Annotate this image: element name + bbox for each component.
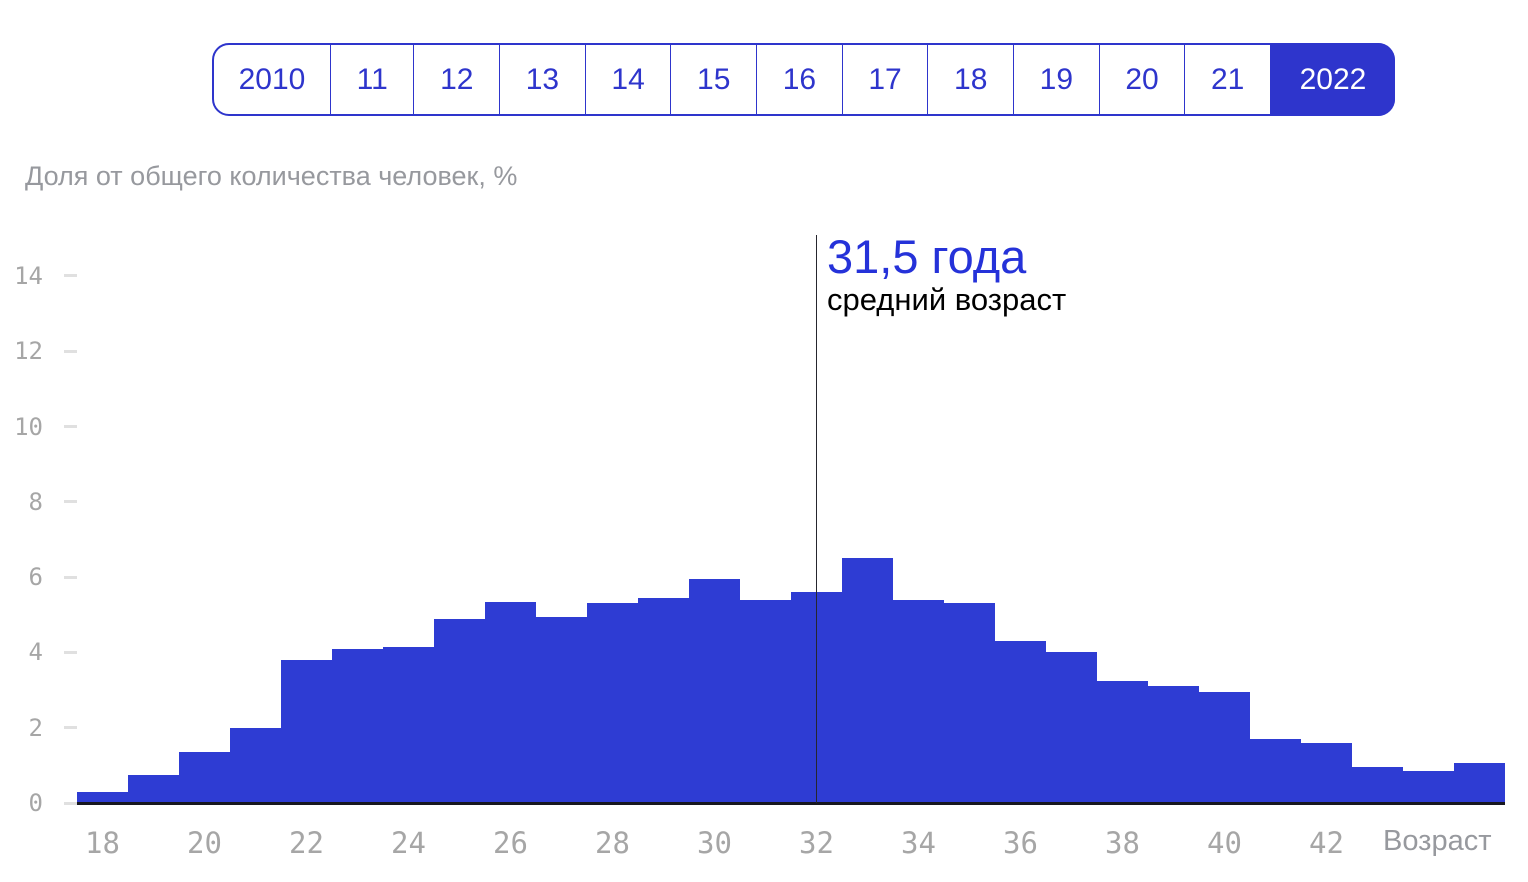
histogram-bar-28: [587, 603, 638, 803]
histogram-bar-30: [689, 578, 740, 803]
year-tab-12[interactable]: 12: [414, 45, 501, 114]
year-tab-20[interactable]: 20: [1100, 45, 1186, 114]
histogram-bar-37: [1046, 652, 1097, 803]
x-axis-label-36: 36: [1003, 826, 1038, 860]
x-axis-label-42: 42: [1309, 826, 1344, 860]
x-axis-label-22: 22: [289, 826, 324, 860]
x-axis-label-24: 24: [391, 826, 426, 860]
x-axis-label-38: 38: [1105, 826, 1140, 860]
x-axis-line: [77, 802, 1505, 805]
x-axis-label-30: 30: [697, 826, 732, 860]
histogram-bar-43: [1352, 767, 1403, 803]
year-tab-15[interactable]: 15: [671, 45, 758, 114]
histogram-bar-26: [485, 601, 536, 803]
histogram-bar-39: [1148, 686, 1199, 803]
histogram-bar-45: [1454, 763, 1505, 803]
y-axis-label-14: 14: [14, 261, 43, 290]
histogram-bar-19: [128, 774, 179, 803]
average-age-annotation: 31,5 года средний возраст: [827, 231, 1066, 317]
y-axis-label-4: 4: [28, 638, 43, 667]
year-tab-21[interactable]: 21: [1185, 45, 1271, 114]
x-axis-label-26: 26: [493, 826, 528, 860]
histogram-bar-25: [434, 618, 485, 803]
chart-title: Доля от общего количества человек, %: [25, 161, 518, 191]
x-axis-title: Возраст: [1383, 825, 1492, 857]
histogram-bar-18: [77, 791, 128, 803]
y-axis-tick-12: [64, 349, 77, 353]
x-axis-label-18: 18: [85, 826, 120, 860]
histogram-bar-22: [281, 659, 332, 803]
x-axis-label-20: 20: [187, 826, 222, 860]
x-axis-label-32: 32: [799, 826, 834, 860]
histogram-bar-36: [995, 641, 1046, 803]
histogram-bar-23: [332, 648, 383, 803]
average-age-line: [815, 235, 818, 803]
histogram-bar-34: [893, 599, 944, 803]
histogram-bar-44: [1403, 770, 1454, 803]
average-age-value: 31,5 года: [827, 230, 1027, 283]
histogram-bar-35: [944, 603, 995, 803]
y-axis-tick-14: [64, 274, 77, 278]
y-axis-tick-10: [64, 425, 77, 428]
year-tab-2010[interactable]: 2010: [214, 45, 331, 114]
histogram-bar-41: [1250, 738, 1301, 803]
year-tab-18[interactable]: 18: [928, 45, 1015, 114]
y-axis-tick-2: [64, 726, 77, 730]
year-tab-19[interactable]: 19: [1014, 45, 1100, 114]
histogram-bar-40: [1199, 691, 1250, 803]
y-axis-tick-8: [64, 500, 77, 504]
year-tab-14[interactable]: 14: [586, 45, 672, 114]
y-axis-label-0: 0: [28, 789, 43, 817]
x-axis-label-34: 34: [901, 826, 936, 860]
y-axis-label-10: 10: [14, 412, 43, 441]
year-tab-2022[interactable]: 2022: [1271, 43, 1395, 116]
y-axis-label-2: 2: [28, 713, 43, 742]
y-axis-tick-4: [64, 650, 77, 654]
histogram-bar-31: [740, 599, 791, 803]
year-tab-13[interactable]: 13: [500, 45, 586, 114]
histogram-bar-33: [842, 558, 893, 803]
y-axis-label-6: 6: [28, 563, 43, 592]
y-axis-label-8: 8: [28, 487, 43, 516]
histogram-bar-20: [179, 752, 230, 803]
y-axis-label-12: 12: [14, 337, 43, 366]
y-axis-tick-6: [64, 575, 77, 579]
histogram-bar-29: [638, 597, 689, 803]
histogram-bar-27: [536, 616, 587, 803]
year-tab-11[interactable]: 11: [331, 45, 415, 114]
histogram-bar-38: [1097, 680, 1148, 803]
year-tab-17[interactable]: 17: [843, 45, 929, 114]
x-axis-label-40: 40: [1207, 826, 1242, 860]
x-axis-label-28: 28: [595, 826, 630, 860]
histogram-bar-21: [230, 727, 281, 803]
year-tab-16[interactable]: 16: [757, 45, 843, 114]
year-selector: 2010 11 12 13 14 15 16 17 18 19 20 21 2022: [212, 43, 1395, 116]
histogram-bar-24: [383, 646, 434, 803]
histogram-bar-42: [1301, 742, 1352, 803]
y-axis-tick-0: [64, 801, 77, 805]
average-age-label: средний возраст: [827, 282, 1067, 317]
